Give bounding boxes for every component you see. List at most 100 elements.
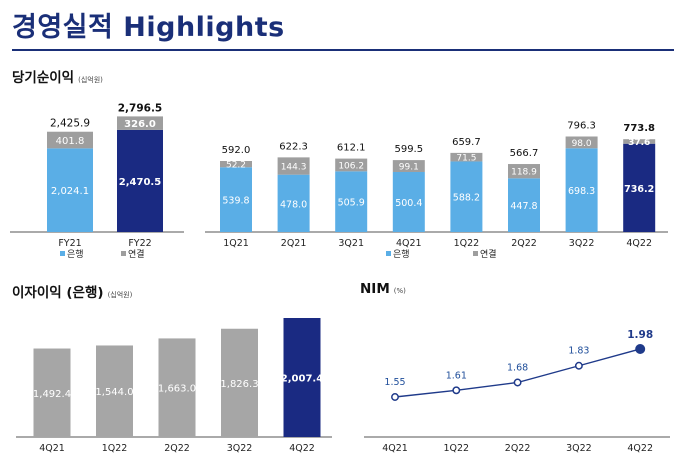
interest-bar xyxy=(33,348,71,437)
quarterly-consolidated-bar xyxy=(392,160,425,172)
nim-value-label: 1.83 xyxy=(568,346,589,357)
quarterly-bank-label: 698.3 xyxy=(568,186,595,197)
legend-consolidated-label: 연결 xyxy=(128,249,145,260)
nim-value-label: 1.55 xyxy=(384,377,405,388)
quarterly-bank-label: 505.9 xyxy=(338,198,365,209)
annual-total-label: 2,425.9 xyxy=(50,118,90,130)
interest-bar xyxy=(96,345,133,437)
quarterly-consolidated-label: 98.0 xyxy=(572,139,592,149)
quarterly-x-tick: 1Q21 xyxy=(223,238,249,249)
nim-title: NIM xyxy=(360,281,390,297)
legend-consolidated-swatch xyxy=(121,251,126,256)
annual-consolidated-label: 326.0 xyxy=(124,119,156,130)
legend-consolidated-label: 연결 xyxy=(480,249,497,260)
quarterly-bank-bar xyxy=(335,171,368,232)
quarterly-bank-label: 447.8 xyxy=(510,201,537,212)
quarterly-consolidated-label: 71.5 xyxy=(456,154,476,164)
annual-bank-label: 2,470.5 xyxy=(119,177,161,188)
quarterly-consolidated-bar xyxy=(565,136,598,149)
annual-x-tick: FY21 xyxy=(58,238,81,249)
nim-point xyxy=(391,393,399,401)
interest-value-label: 2,007.4 xyxy=(281,374,323,385)
interest-x-tick: 4Q22 xyxy=(289,443,315,454)
quarterly-consolidated-label: 99.1 xyxy=(399,163,419,173)
nim-point xyxy=(635,344,646,354)
quarterly-consolidated-bar xyxy=(277,157,310,175)
quarterly-x-tick: 1Q22 xyxy=(454,238,480,249)
nim-value-label: 1.61 xyxy=(446,370,467,381)
page-title: 경영실적 Highlights xyxy=(12,12,285,43)
quarterly-bank-label: 539.8 xyxy=(222,196,249,207)
annual-bank-label: 2,024.1 xyxy=(51,186,89,197)
quarterly-total-label: 659.7 xyxy=(452,137,481,148)
nim-point xyxy=(452,386,461,395)
quarterly-consolidated-label: 37.6 xyxy=(628,138,650,148)
legend-bank-swatch xyxy=(60,251,65,256)
net-income-unit: (십억원) xyxy=(78,76,103,84)
interest-value-label: 1,663.0 xyxy=(158,384,196,395)
quarterly-x-tick: 4Q22 xyxy=(626,238,652,249)
annual-total-label: 2,796.5 xyxy=(118,102,163,114)
legend-bank-swatch xyxy=(386,251,391,256)
nim-x-tick: 4Q21 xyxy=(382,443,408,454)
quarterly-total-label: 566.7 xyxy=(510,148,539,159)
interest-value-label: 1,544.0 xyxy=(95,387,133,398)
interest-value-label: 1,492.4 xyxy=(33,389,71,400)
legend-bank-label: 은행 xyxy=(67,248,84,260)
interest-x-tick: 2Q22 xyxy=(164,443,190,454)
annual-bank-bar xyxy=(117,129,163,232)
quarterly-consolidated-label: 106.2 xyxy=(338,161,364,171)
interest-income-unit: (십억원) xyxy=(107,291,133,299)
quarterly-consolidated-bar xyxy=(335,158,368,172)
interest-bar xyxy=(283,318,321,437)
quarterly-bank-bar xyxy=(220,167,252,232)
quarterly-x-tick: 2Q22 xyxy=(511,238,537,249)
interest-x-tick: 3Q22 xyxy=(227,443,253,454)
annual-consolidated-bar xyxy=(117,116,163,130)
title-divider xyxy=(12,49,674,51)
nim-value-label: 1.98 xyxy=(627,329,653,341)
interest-income-title: 이자이익 (은행) xyxy=(12,285,104,301)
annual-x-tick: FY22 xyxy=(128,238,151,249)
quarterly-consolidated-label: 118.9 xyxy=(511,168,537,178)
quarterly-bank-bar xyxy=(450,161,483,232)
quarterly-bank-bar xyxy=(392,171,425,232)
quarterly-bank-bar xyxy=(623,143,656,232)
quarterly-x-tick: 4Q21 xyxy=(396,238,422,249)
interest-x-tick: 4Q21 xyxy=(39,443,65,454)
nim-unit: (%) xyxy=(393,287,406,295)
net-income-section-title: 당기순이익 (십억원) xyxy=(12,66,103,86)
interest-bar xyxy=(221,328,258,437)
quarterly-bank-bar xyxy=(565,148,598,232)
quarterly-consolidated-label: 144.3 xyxy=(281,163,307,173)
quarterly-x-tick: 3Q21 xyxy=(338,238,364,249)
quarterly-x-tick: 2Q21 xyxy=(281,238,307,249)
nim-value-label: 1.68 xyxy=(507,362,528,373)
net-income-title: 당기순이익 xyxy=(12,70,75,86)
quarterly-total-label: 592.0 xyxy=(222,145,251,156)
quarterly-bank-label: 588.2 xyxy=(453,193,480,204)
interest-bar xyxy=(158,338,196,437)
quarterly-consolidated-label: 52.2 xyxy=(226,161,246,171)
quarterly-bank-label: 478.0 xyxy=(280,199,307,210)
quarterly-consolidated-bar xyxy=(508,164,540,179)
nim-point xyxy=(574,361,583,370)
nim-x-tick: 3Q22 xyxy=(566,443,592,454)
nim-x-tick: 2Q22 xyxy=(505,443,531,454)
interest-x-tick: 1Q22 xyxy=(102,443,128,454)
quarterly-bank-bar xyxy=(277,174,310,232)
annual-consolidated-label: 401.8 xyxy=(56,136,85,147)
quarterly-bank-bar xyxy=(508,178,540,232)
quarterly-total-label: 796.3 xyxy=(567,121,596,132)
annual-bank-bar xyxy=(47,148,93,232)
quarterly-total-label: 599.5 xyxy=(394,144,423,155)
quarterly-consolidated-bar xyxy=(220,161,252,168)
quarterly-x-tick: 3Q22 xyxy=(569,238,595,249)
nim-point xyxy=(513,378,522,387)
quarterly-bank-label: 500.4 xyxy=(395,198,422,209)
interest-income-section-title: 이자이익 (은행) (십억원) xyxy=(12,281,132,301)
nim-x-tick: 4Q22 xyxy=(627,443,653,454)
interest-value-label: 1,826.3 xyxy=(220,379,258,390)
quarterly-consolidated-bar xyxy=(623,139,656,144)
